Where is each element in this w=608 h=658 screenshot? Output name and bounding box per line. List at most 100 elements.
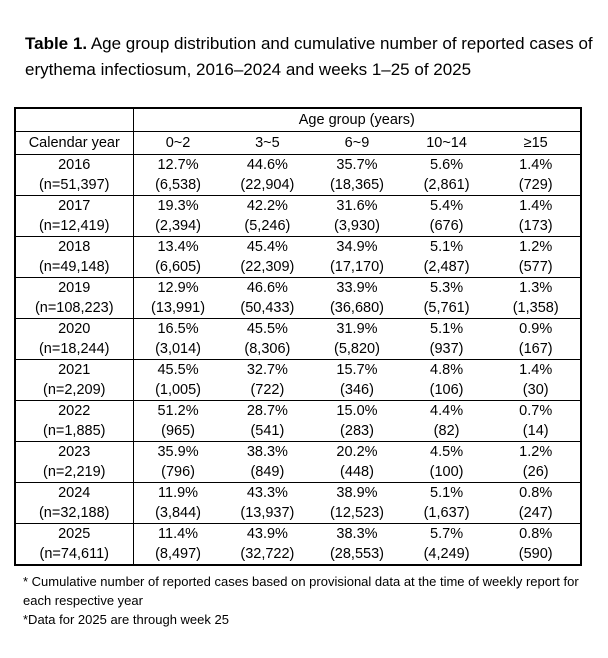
- count-cell: (30): [522, 382, 549, 398]
- percent-cell: 45.5%: [133, 359, 223, 380]
- year-count-row: (n=51,397) (6,538) (22,904) (18,365) (2,861)…: [15, 175, 581, 196]
- year-percent-row: 2020 16.5% 45.5% 31.9% 5.1% 0.9%: [15, 318, 582, 339]
- count-cell: (13,937): [240, 505, 295, 521]
- percent-cell: 5.6%: [401, 154, 492, 175]
- year-count-row: (n=49,148) (6,605) (22,309) (17,170) (2,487)…: [15, 257, 581, 278]
- count-cell: (2,861): [423, 177, 470, 193]
- count-cell: (173): [518, 218, 553, 234]
- year-count-row: (n=12,419) (2,394) (5,246) (3,930) (676) (173…: [15, 216, 581, 237]
- percent-cell: 38.9%: [312, 482, 402, 503]
- count-cell: (2,487): [423, 259, 470, 275]
- count-cell: (50,433): [240, 300, 295, 316]
- percent-cell: 38.3%: [312, 523, 402, 544]
- count-cell: (965): [161, 423, 195, 439]
- percent-cell: 4.4%: [401, 400, 492, 421]
- year-count-row: (n=108,223) (13,991) (50,433) (36,680) (5,76…: [15, 298, 581, 319]
- percent-cell: 1.3%: [491, 277, 582, 298]
- percent-cell: 15.7%: [312, 359, 402, 380]
- table-title: Table 1. Age group distribution and cumu…: [25, 31, 597, 83]
- count-cell: (6,605): [155, 259, 202, 275]
- percent-cell: 34.9%: [312, 236, 402, 257]
- count-cell: (6,538): [155, 177, 202, 193]
- count-cell: (1,358): [512, 300, 559, 316]
- n-total-cell: (n=2,209): [15, 380, 134, 401]
- count-cell: (796): [161, 464, 195, 480]
- year-count-row: (n=2,219) (796) (849) (448) (100) (26): [15, 462, 581, 483]
- percent-cell: 15.0%: [312, 400, 402, 421]
- percent-cell: 38.3%: [222, 441, 313, 462]
- year-cell: 2024: [15, 482, 134, 503]
- count-cell: (14): [522, 423, 549, 439]
- year-percent-row: 2024 11.9% 43.3% 38.9% 5.1% 0.8%: [15, 482, 582, 503]
- percent-cell: 31.6%: [312, 195, 402, 216]
- count-cell: (577): [518, 259, 553, 275]
- percent-cell: 45.4%: [222, 236, 313, 257]
- n-total-cell: (n=74,611): [15, 544, 134, 565]
- percent-cell: 12.9%: [133, 277, 223, 298]
- percent-cell: 4.5%: [401, 441, 492, 462]
- count-cell: (1,637): [423, 505, 470, 521]
- year-cell: 2022: [15, 400, 134, 421]
- n-total-cell: (n=18,244): [15, 339, 134, 360]
- count-cell: (106): [429, 382, 464, 398]
- count-cell: (5,820): [334, 341, 380, 357]
- year-percent-row: 2016 12.7% 44.6% 35.7% 5.6% 1.4%: [15, 154, 582, 175]
- count-cell: (448): [340, 464, 374, 480]
- percent-cell: 1.4%: [491, 359, 582, 380]
- percent-cell: 51.2%: [133, 400, 223, 421]
- percent-cell: 5.1%: [401, 482, 492, 503]
- calendar-year-header-cell: Calendar year: [15, 131, 134, 155]
- count-cell: (5,761): [423, 300, 470, 316]
- corner-cell: [15, 108, 134, 132]
- year-count-row: (n=2,209) (1,005) (722) (346) (106) (30): [15, 380, 581, 401]
- year-percent-row: 2018 13.4% 45.4% 34.9% 5.1% 1.2%: [15, 236, 582, 257]
- count-cell: (13,991): [151, 300, 206, 316]
- percent-cell: 11.9%: [133, 482, 223, 503]
- count-cell: (17,170): [329, 259, 384, 275]
- footnotes: * Cumulative number of reported cases ba…: [23, 572, 580, 629]
- count-cell: (82): [433, 423, 460, 439]
- age-column-header: 3~5: [222, 131, 313, 155]
- count-cell: (2,394): [155, 218, 202, 234]
- count-cell: (167): [518, 341, 553, 357]
- count-cell: (8,497): [155, 546, 202, 562]
- year-percent-row: 2022 51.2% 28.7% 15.0% 4.4% 0.7%: [15, 400, 582, 421]
- count-cell: (22,309): [240, 259, 295, 275]
- count-cell: (22,904): [240, 177, 295, 193]
- year-count-row: (n=1,885) (965) (541) (283) (82) (14): [15, 421, 581, 442]
- percent-cell: 0.8%: [491, 523, 582, 544]
- table-title-text: Age group distribution and cumulative nu…: [25, 34, 593, 79]
- count-cell: (1,005): [155, 382, 202, 398]
- count-cell: (4,249): [423, 546, 470, 562]
- count-cell: (937): [429, 341, 464, 357]
- percent-cell: 0.9%: [491, 318, 582, 339]
- n-total-cell: (n=2,219): [15, 462, 134, 483]
- year-count-row: (n=18,244) (3,014) (8,306) (5,820) (937) (167…: [15, 339, 581, 360]
- year-percent-row: 2025 11.4% 43.9% 38.3% 5.7% 0.8%: [15, 523, 582, 544]
- percent-cell: 13.4%: [133, 236, 223, 257]
- count-cell: (283): [340, 423, 374, 439]
- age-column-header: 10~14: [401, 131, 492, 155]
- percent-cell: 1.2%: [491, 441, 582, 462]
- table-title-label: Table 1.: [25, 34, 88, 53]
- count-cell: (36,680): [329, 300, 384, 316]
- count-cell: (26): [522, 464, 549, 480]
- age-column-header: 6~9: [312, 131, 402, 155]
- count-cell: (346): [340, 382, 374, 398]
- year-percent-row: 2021 45.5% 32.7% 15.7% 4.8% 1.4%: [15, 359, 582, 380]
- year-cell: 2018: [15, 236, 134, 257]
- percent-cell: 12.7%: [133, 154, 223, 175]
- percent-cell: 35.9%: [133, 441, 223, 462]
- year-cell: 2017: [15, 195, 134, 216]
- count-cell: (100): [429, 464, 464, 480]
- n-total-cell: (n=1,885): [15, 421, 134, 442]
- count-cell: (3,930): [334, 218, 380, 234]
- percent-cell: 5.3%: [401, 277, 492, 298]
- count-cell: (676): [429, 218, 464, 234]
- age-column-header: ≥15: [491, 131, 582, 155]
- count-cell: (849): [250, 464, 285, 480]
- n-total-cell: (n=12,419): [15, 216, 134, 237]
- percent-cell: 20.2%: [312, 441, 402, 462]
- count-cell: (32,722): [240, 546, 295, 562]
- year-cell: 2019: [15, 277, 134, 298]
